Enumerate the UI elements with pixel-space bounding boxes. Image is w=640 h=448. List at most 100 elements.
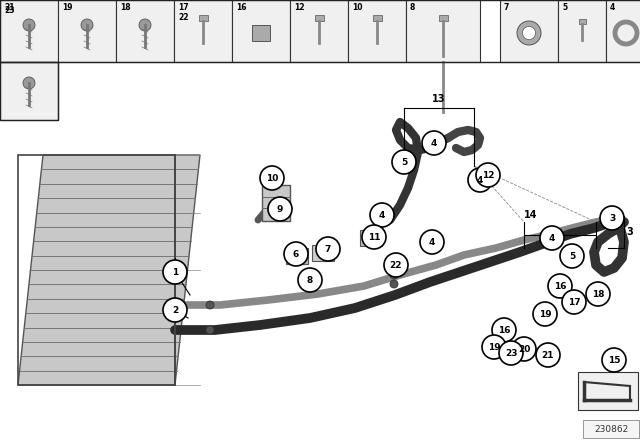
Circle shape <box>23 77 35 89</box>
Bar <box>606 0 640 62</box>
Circle shape <box>422 131 446 155</box>
Text: 7: 7 <box>325 245 331 254</box>
FancyBboxPatch shape <box>438 15 447 21</box>
Bar <box>232 0 290 62</box>
Bar <box>252 25 270 41</box>
Text: 13: 13 <box>432 94 445 104</box>
Circle shape <box>482 335 506 359</box>
Text: 19: 19 <box>62 3 72 12</box>
Bar <box>290 0 348 62</box>
Text: 4: 4 <box>431 138 437 147</box>
Text: 23: 23 <box>505 349 517 358</box>
Text: 5: 5 <box>569 251 575 260</box>
Bar <box>0 0 58 62</box>
Text: 21: 21 <box>4 3 15 12</box>
Circle shape <box>163 260 187 284</box>
Text: 12: 12 <box>482 171 494 180</box>
Text: 19: 19 <box>539 310 551 319</box>
Text: 7: 7 <box>504 3 509 12</box>
Bar <box>312 245 334 261</box>
Circle shape <box>586 282 610 306</box>
Text: 18: 18 <box>592 289 604 298</box>
Text: 15: 15 <box>608 356 620 365</box>
Text: 1: 1 <box>172 267 178 276</box>
Text: 22: 22 <box>390 260 403 270</box>
Text: 6: 6 <box>293 250 299 258</box>
Text: 20: 20 <box>518 345 530 353</box>
Circle shape <box>492 318 516 342</box>
Circle shape <box>562 290 586 314</box>
Bar <box>0 62 58 120</box>
Circle shape <box>517 21 541 45</box>
Bar <box>174 0 232 62</box>
Circle shape <box>522 26 536 39</box>
Circle shape <box>390 280 398 288</box>
FancyBboxPatch shape <box>198 15 207 21</box>
Circle shape <box>499 341 523 365</box>
Circle shape <box>370 203 394 227</box>
Text: 10: 10 <box>266 173 278 182</box>
Text: 9: 9 <box>277 204 283 214</box>
Text: 10: 10 <box>352 3 362 12</box>
Text: 4: 4 <box>610 3 615 12</box>
Text: 4: 4 <box>549 233 555 242</box>
Circle shape <box>512 337 536 361</box>
Text: 18: 18 <box>120 3 131 12</box>
Circle shape <box>163 298 187 322</box>
Text: 4: 4 <box>429 237 435 246</box>
Bar <box>116 0 174 62</box>
Circle shape <box>298 268 322 292</box>
Polygon shape <box>18 155 200 385</box>
Text: 12: 12 <box>294 3 305 12</box>
Circle shape <box>260 166 284 190</box>
Text: 8: 8 <box>410 3 415 12</box>
Text: 4: 4 <box>379 211 385 220</box>
Circle shape <box>206 301 214 309</box>
FancyBboxPatch shape <box>314 15 323 21</box>
Text: 8: 8 <box>307 276 313 284</box>
Circle shape <box>284 242 308 266</box>
Circle shape <box>548 274 572 298</box>
Bar <box>583 420 639 438</box>
Circle shape <box>540 226 564 250</box>
Circle shape <box>384 253 408 277</box>
Bar <box>262 185 290 221</box>
Circle shape <box>476 163 500 187</box>
Bar <box>348 0 406 62</box>
Circle shape <box>139 19 151 31</box>
Circle shape <box>268 197 292 221</box>
Text: 16: 16 <box>498 326 510 335</box>
Circle shape <box>560 244 584 268</box>
Bar <box>578 372 638 410</box>
Text: 16: 16 <box>554 281 566 290</box>
Circle shape <box>533 302 557 326</box>
Circle shape <box>536 343 560 367</box>
Text: 16: 16 <box>236 3 246 12</box>
Circle shape <box>390 271 398 279</box>
Text: 5: 5 <box>562 3 567 12</box>
Circle shape <box>23 19 35 31</box>
Bar <box>500 0 558 62</box>
Circle shape <box>392 150 416 174</box>
Bar <box>286 248 308 264</box>
Bar <box>0 62 58 120</box>
Circle shape <box>468 168 492 192</box>
Text: 4: 4 <box>477 176 483 185</box>
Bar <box>558 0 606 62</box>
Text: 17: 17 <box>568 297 580 306</box>
Text: 17
22: 17 22 <box>178 3 189 22</box>
Bar <box>360 230 382 246</box>
Circle shape <box>602 348 626 372</box>
Circle shape <box>362 225 386 249</box>
Text: 3: 3 <box>609 214 615 223</box>
Bar <box>0 0 640 62</box>
FancyBboxPatch shape <box>372 15 381 21</box>
Text: 2: 2 <box>172 306 178 314</box>
FancyBboxPatch shape <box>579 19 586 24</box>
Circle shape <box>81 19 93 31</box>
Text: 3: 3 <box>626 227 633 237</box>
Bar <box>406 0 480 62</box>
Bar <box>58 0 116 62</box>
Circle shape <box>420 230 444 254</box>
Text: 230862: 230862 <box>594 425 628 434</box>
